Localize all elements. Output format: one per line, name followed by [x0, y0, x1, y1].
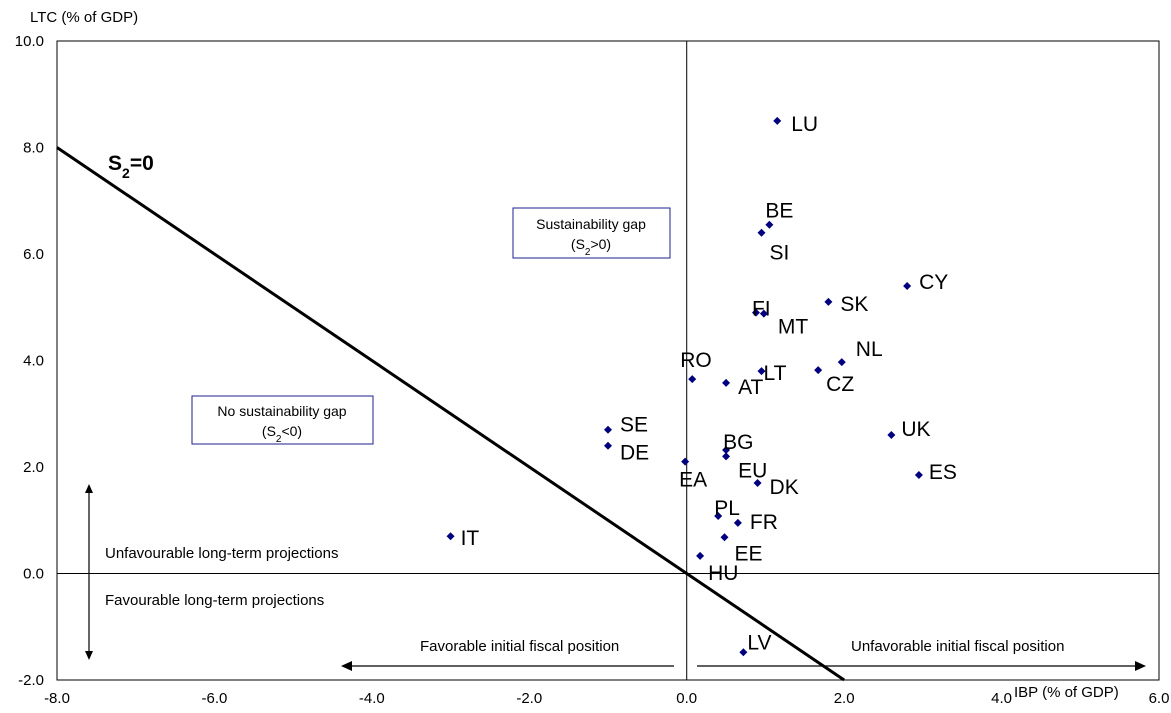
x-axis-title: IBP (% of GDP): [1014, 684, 1119, 701]
point-label-lu: LU: [791, 113, 818, 136]
y-tick-label: 6.0: [23, 246, 44, 263]
arrow-head-up: [85, 484, 93, 493]
x-tick-label: -4.0: [359, 690, 385, 707]
x-tick-label: -6.0: [201, 690, 227, 707]
point-label-sk: SK: [840, 293, 868, 316]
data-point-lv: [739, 648, 748, 657]
data-point-sk: [824, 297, 833, 306]
data-point-ea: [681, 457, 690, 466]
point-label-be: BE: [765, 200, 793, 223]
y-tick-label: 10.0: [15, 33, 44, 50]
x-tick-label: 4.0: [991, 690, 1012, 707]
point-label-at: AT: [738, 376, 763, 399]
point-label-mt: MT: [778, 316, 808, 339]
data-point-eu: [722, 452, 731, 461]
point-label-nl: NL: [856, 338, 883, 361]
point-label-cz: CZ: [826, 373, 854, 396]
data-point-pl: [714, 511, 723, 520]
unfavourable-projections-label: Unfavourable long-term projections: [105, 545, 338, 562]
point-label-pl: PL: [714, 497, 740, 520]
right-arrow-head: [1135, 661, 1146, 671]
data-point-fi: [751, 308, 760, 317]
unfavourable-fiscal-label: Unfavorable initial fiscal position: [851, 638, 1064, 655]
plot-area: [56, 40, 1160, 681]
y-tick-label: 4.0: [23, 353, 44, 370]
point-label-fr: FR: [750, 511, 778, 534]
data-point-at: [722, 378, 731, 387]
point-label-it: IT: [461, 527, 480, 550]
point-label-uk: UK: [901, 418, 930, 441]
data-point-fr: [733, 518, 742, 527]
sustainability-gap-box: [512, 207, 671, 259]
point-label-lt: LT: [763, 362, 786, 385]
x-tick-label: 2.0: [834, 690, 855, 707]
data-point-cy: [903, 281, 912, 290]
data-point-es: [914, 470, 923, 479]
point-label-bg: BG: [723, 431, 753, 454]
x-tick-label: -8.0: [44, 690, 70, 707]
favourable-fiscal-label: Favorable initial fiscal position: [420, 638, 619, 655]
data-point-lu: [773, 116, 782, 125]
data-point-cz: [814, 366, 823, 375]
point-label-de: DE: [620, 442, 649, 465]
y-tick-label: 8.0: [23, 140, 44, 157]
sustainability-gap-title: Sustainability gap: [536, 216, 646, 232]
point-label-ee: EE: [734, 542, 762, 565]
point-label-fi: FI: [752, 298, 771, 321]
data-point-ro: [688, 375, 697, 384]
data-point-it: [446, 532, 455, 541]
data-point-ee: [720, 533, 729, 542]
data-point-hu: [696, 551, 705, 560]
no-sustainability-gap-title: No sustainability gap: [217, 403, 346, 419]
y-tick-label: -2.0: [18, 672, 44, 689]
point-label-si: SI: [769, 242, 789, 265]
data-point-be: [765, 220, 774, 229]
tick-labels: -8.0 -6.0 -4.0 -2.0 0.0 2.0 4.0 6.0 -2.0 0.0 2.0 4.…: [15, 33, 1170, 707]
point-label-dk: DK: [770, 476, 799, 499]
data-point-nl: [837, 358, 846, 367]
data-point-bg: [722, 445, 731, 454]
data-point-se: [604, 425, 612, 434]
point-label-lv: LV: [747, 631, 771, 654]
x-tick-label: 0.0: [676, 690, 697, 707]
y-axis-title: LTC (% of GDP): [30, 9, 138, 26]
point-label-ea: EA: [679, 469, 707, 492]
data-point-de: [604, 441, 612, 450]
point-label-cy: CY: [919, 271, 948, 294]
data-point-mt: [759, 309, 768, 318]
left-arrow-head: [341, 661, 352, 671]
data-point-dk: [753, 478, 762, 487]
data-point-lt: [757, 367, 766, 376]
x-tick-label: 6.0: [1149, 690, 1170, 707]
point-label-se: SE: [620, 414, 648, 437]
point-label-eu: EU: [738, 459, 767, 482]
y-tick-label: 0.0: [23, 566, 44, 583]
no-sustainability-gap-box: [191, 395, 374, 445]
point-label-hu: HU: [708, 562, 738, 585]
arrow-head-down: [85, 651, 93, 660]
point-label-es: ES: [929, 461, 957, 484]
s2-zero-line: [56, 146, 845, 682]
y-tick-label: 2.0: [23, 459, 44, 476]
point-label-ro: RO: [680, 349, 712, 372]
data-point-uk: [887, 431, 896, 440]
favourable-projections-label: Favourable long-term projections: [105, 592, 324, 609]
data-point-si: [757, 228, 766, 237]
x-tick-label: -2.0: [516, 690, 542, 707]
